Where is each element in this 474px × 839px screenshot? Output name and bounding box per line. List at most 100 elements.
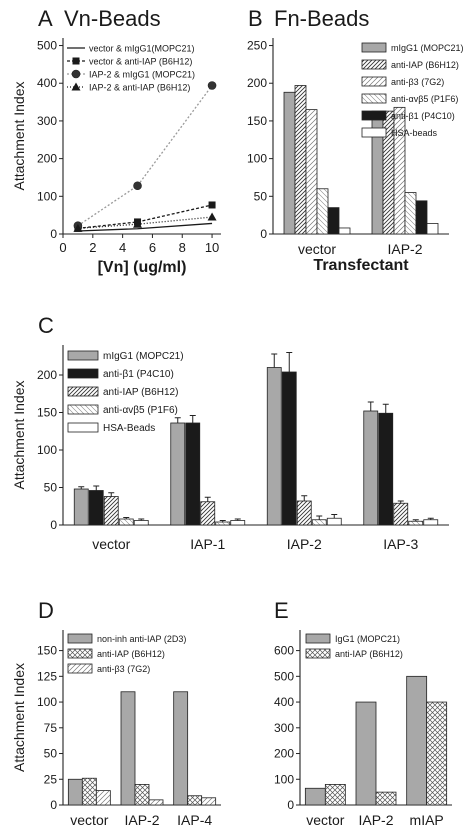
y-axis-label: Attachment Index — [11, 381, 27, 490]
legend-marker — [71, 82, 81, 91]
bar-anti-v-5-p1f6 — [408, 520, 424, 526]
bar-anti-iap-b6h12 — [200, 501, 216, 526]
bar-anti-3-7g2 — [148, 799, 164, 806]
category-label: mIAP — [410, 812, 444, 828]
x-tick-label: 6 — [149, 240, 156, 255]
legend-swatch — [67, 386, 99, 397]
legend: non-inh anti-IAP (2D3) anti-IAP (B6H12) an… — [67, 633, 186, 674]
x-axis-label: Transfectant — [313, 257, 409, 274]
category-label: IAP-2 — [124, 812, 159, 828]
bar-group-iap-2 — [120, 691, 164, 806]
legend: IgG1 (MOPC21) anti-IAP (B6H12) — [305, 633, 403, 659]
bar-anti-iap-b6h12 — [375, 791, 397, 806]
bar-non-inh-anti-iap-2d3 — [67, 778, 83, 806]
y-tick-label: 100 — [247, 152, 267, 166]
legend-entry: anti-IAP (B6H12) — [97, 649, 165, 659]
legend-marker — [71, 69, 81, 79]
panel-letter: E — [274, 598, 289, 623]
legend-entry: IAP-2 & mIgG1 (MOPC21) — [89, 70, 195, 80]
legend-entry: mIgG1 (MOPC21) — [103, 351, 184, 362]
panel-title: Fn-Beads — [274, 6, 369, 31]
data-point — [133, 219, 143, 228]
bar-group-iap-2 — [355, 701, 397, 806]
category-label: vector — [70, 812, 108, 828]
bar-anti-v-5-p1f6 — [311, 519, 327, 526]
y-tick-label: 100 — [37, 695, 57, 709]
legend-entry: HSA-beads — [391, 128, 438, 138]
y-tick-label: 500 — [37, 39, 57, 53]
y-tick-label: 150 — [37, 644, 57, 658]
y-tick-label: 100 — [37, 189, 57, 203]
legend: mIgG1 (MOPC21) anti-β1 (P4C10) anti-IAP (B… — [67, 350, 184, 434]
bar-migg1-mopc21 — [73, 488, 89, 526]
y-tick-label: 200 — [247, 76, 267, 90]
series-vector-migg1-mopc21 — [77, 222, 213, 232]
data-point — [207, 81, 217, 90]
bar-anti-iap-b6h12 — [134, 784, 150, 806]
x-axis-label: [Vn] (ug/ml) — [98, 259, 187, 276]
category-label: IAP-1 — [190, 536, 225, 552]
legend-swatch — [305, 633, 331, 644]
panel-letter: D — [38, 598, 54, 623]
bar-igg1-mopc21 — [406, 675, 428, 806]
data-point — [207, 212, 217, 221]
bar-anti-1-p4c10 — [378, 412, 394, 526]
legend-swatch — [67, 648, 93, 659]
series-vector-anti-iap-b6h12 — [74, 201, 216, 232]
bar-hsa-beads — [338, 227, 351, 235]
y-tick-label: 150 — [37, 406, 57, 420]
legend-entry: anti-αvβ5 (P1F6) — [103, 405, 178, 416]
panel-letter: A — [38, 6, 53, 31]
legend-entry: non-inh anti-IAP (2D3) — [97, 634, 186, 644]
bar-anti-v-5-p1f6 — [404, 192, 417, 235]
bar-group-vector — [283, 85, 351, 235]
bar-group-iap-2 — [266, 352, 342, 526]
y-tick-label: 600 — [274, 644, 294, 658]
legend-entry: anti-β3 (7G2) — [391, 77, 444, 87]
legend-entry: IgG1 (MOPC21) — [335, 634, 400, 644]
series-line — [77, 85, 213, 227]
data-point — [73, 223, 83, 232]
bar-group-vector — [73, 485, 149, 526]
data-point — [208, 201, 216, 209]
x-tick-label: 0 — [59, 240, 66, 255]
y-tick-label: 400 — [274, 695, 294, 709]
legend-entry: anti-IAP (B6H12) — [391, 60, 459, 70]
legend-swatch — [361, 110, 387, 121]
y-tick-label: 200 — [274, 747, 294, 761]
y-tick-label: 0 — [287, 798, 294, 812]
legend-swatch — [361, 42, 387, 53]
y-tick-label: 75 — [44, 721, 58, 735]
bar-anti-1-p4c10 — [185, 422, 201, 526]
legend-swatch — [67, 633, 93, 644]
bar-anti-1-p4c10 — [327, 207, 340, 235]
bar-hsa-beads — [426, 223, 439, 235]
legend-entry: anti-β1 (P4C10) — [391, 111, 455, 121]
x-tick-label: 4 — [119, 240, 126, 255]
bar-anti-iap-b6h12 — [294, 85, 307, 235]
y-tick-label: 100 — [274, 772, 294, 786]
bar-anti-iap-b6h12 — [426, 701, 448, 806]
category-label: IAP-2 — [387, 241, 422, 257]
panel-c: C 0 50 100 150 200 Attachment Index vector IAP-1… — [11, 313, 449, 552]
x-tick-label: 10 — [205, 240, 219, 255]
panel-e: E 0 100 200 300 400 500 600 vector IAP-2 mIAP IgG1 … — [274, 598, 452, 828]
category-label: IAP-4 — [177, 812, 212, 828]
y-tick-label: 250 — [247, 39, 267, 53]
bar-anti-iap-b6h12 — [103, 496, 119, 526]
bar-anti-1-p4c10 — [281, 371, 297, 526]
panel-letter: C — [38, 313, 54, 338]
bar-igg1-mopc21 — [355, 701, 377, 806]
bar-anti-1-p4c10 — [88, 490, 104, 526]
legend-entry: IAP-2 & anti-IAP (B6H12) — [89, 83, 190, 93]
legend-entry: HSA-Beads — [103, 423, 155, 434]
legend-marker — [72, 57, 80, 65]
y-tick-label: 300 — [37, 114, 57, 128]
bar-hsa-beads — [230, 520, 246, 526]
panel-letter: B — [248, 6, 263, 31]
legend-entry: anti-αvβ5 (P1F6) — [391, 94, 458, 104]
bar-migg1-mopc21 — [266, 367, 282, 526]
bar-igg1-mopc21 — [304, 787, 326, 806]
bar-anti-3-7g2 — [95, 790, 111, 806]
